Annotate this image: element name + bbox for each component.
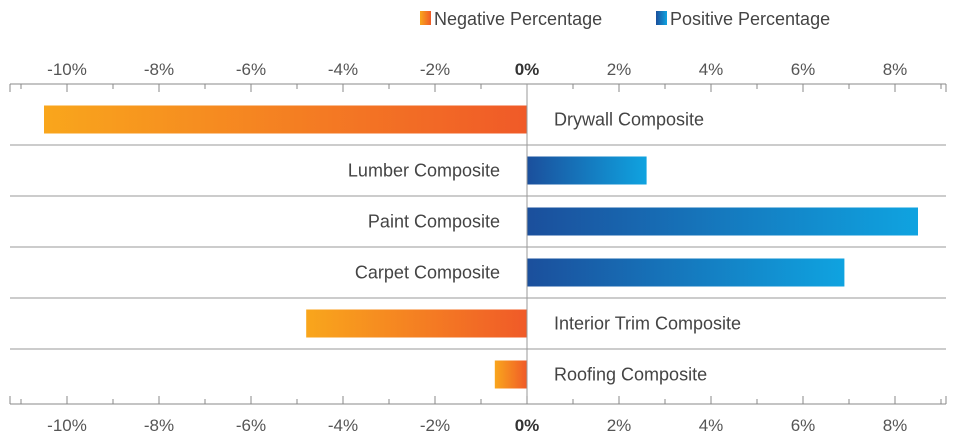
category-label: Carpet Composite <box>355 263 500 283</box>
category-label: Interior Trim Composite <box>554 314 741 334</box>
bottom-tick-label: 8% <box>883 416 908 435</box>
bottom-tick-label: 4% <box>699 416 724 435</box>
top-tick-label: 4% <box>699 60 724 79</box>
bottom-tick-label: -4% <box>328 416 358 435</box>
category-label: Lumber Composite <box>348 161 500 181</box>
bar-5 <box>494 360 527 389</box>
bottom-tick-label: 0% <box>515 416 540 435</box>
legend-label-negative: Negative Percentage <box>434 9 602 29</box>
top-tick-label: 2% <box>607 60 632 79</box>
bottom-tick-label: -8% <box>144 416 174 435</box>
bottom-tick-label: 2% <box>607 416 632 435</box>
top-tick-label: -8% <box>144 60 174 79</box>
legend: Negative Percentage Positive Percentage <box>420 9 830 29</box>
bar-4 <box>306 309 527 338</box>
bottom-tick-label: -10% <box>47 416 87 435</box>
top-tick-label: -6% <box>236 60 266 79</box>
bar-1 <box>527 156 647 185</box>
bar-3 <box>527 258 845 287</box>
legend-label-positive: Positive Percentage <box>670 9 830 29</box>
category-label: Roofing Composite <box>554 365 707 385</box>
bar-0 <box>44 105 527 134</box>
bar-2 <box>527 207 918 236</box>
bottom-tick-label: -2% <box>420 416 450 435</box>
category-label: Paint Composite <box>368 212 500 232</box>
category-label: Drywall Composite <box>554 110 704 130</box>
top-axis: -10% -8% -6% -4% -2% 0% 2% 4% 6% 8% <box>9 60 947 92</box>
top-tick-label: -4% <box>328 60 358 79</box>
rows: Drywall Composite Lumber Composite Paint C… <box>10 84 946 404</box>
top-tick-label: -2% <box>420 60 450 79</box>
legend-swatch-positive <box>656 11 667 25</box>
top-tick-label: 8% <box>883 60 908 79</box>
bottom-tick-label: -6% <box>236 416 266 435</box>
top-tick-label: -10% <box>47 60 87 79</box>
bottom-tick-label: 6% <box>791 416 816 435</box>
legend-swatch-negative <box>420 11 431 25</box>
bottom-axis: -10% -8% -6% -4% -2% 0% 2% 4% 6% 8% <box>9 396 947 435</box>
top-tick-label: 0% <box>515 60 540 79</box>
top-tick-label: 6% <box>791 60 816 79</box>
